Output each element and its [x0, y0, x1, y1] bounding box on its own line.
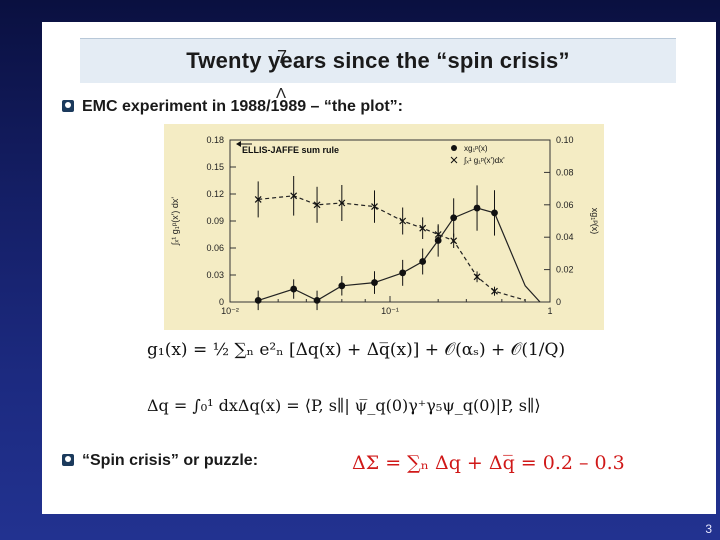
y-tick-label-right: 0 [556, 297, 561, 307]
y-tick-label-left: 0.09 [206, 216, 224, 226]
data-point-integral [290, 192, 298, 200]
fit-curve-integral [258, 195, 526, 301]
y-tick-label-left: 0 [219, 297, 224, 307]
bullet-icon [62, 454, 74, 466]
y-tick-label-left: 0.15 [206, 162, 224, 172]
y-tick-label-right: 0.04 [556, 232, 574, 242]
y-tick-label-left: 0.18 [206, 135, 224, 145]
data-point-xg1 [290, 285, 298, 293]
data-point-integral [473, 273, 481, 281]
annotation-arrowhead [236, 141, 241, 147]
ellis-jaffe-annotation: ELLIS-JAFFE sum rule [242, 145, 339, 155]
data-point-integral [338, 199, 346, 207]
slide: Twenty years since the “spin crisis” 7 Λ… [42, 22, 716, 514]
y-tick-label-left: 0.06 [206, 243, 224, 253]
data-point-integral [450, 237, 458, 245]
data-point-xg1 [399, 269, 407, 277]
x-tick-label: 10⁻¹ [381, 306, 399, 316]
formula-g1: g₁(x) = ½ ∑ₙ e²ₙ [Δq(x) + Δq̅(x)] + 𝒪(αₛ… [147, 340, 566, 360]
fit-curve-xg1 [258, 207, 541, 303]
y-tick-label-left: 0.12 [206, 189, 224, 199]
y-axis-label-right: xg₁ᵖ(x) [590, 208, 600, 234]
page-number: 3 [705, 522, 712, 536]
data-point-integral [399, 217, 407, 225]
emc-plot: 0 0.03 0.06 0.09 0.12 0.15 0.18 0 0.02 0.04 0.06 0.… [164, 124, 604, 330]
y-tick-label-right: 0.02 [556, 265, 574, 275]
handwritten-insert-caret: Λ [276, 85, 287, 102]
title-bar: Twenty years since the “spin crisis” 7 Λ [80, 38, 676, 102]
bullet-spin-crisis-text: “Spin crisis” or puzzle: [82, 452, 259, 469]
data-point-xg1 [473, 204, 481, 212]
bullet-icon [62, 100, 74, 112]
data-point-integral [254, 195, 262, 203]
data-point-integral [434, 231, 442, 238]
y-tick-label-right: 0.10 [556, 135, 574, 145]
bullet-spin-crisis: “Spin crisis” or puzzle: [62, 452, 258, 470]
bullet-emc: EMC experiment in 1988/1989 – “the plot”… [62, 98, 403, 116]
data-point-xg1 [338, 282, 346, 290]
legend-label-integral: ∫ₓ¹ g₁ᵖ(x')dx' [463, 156, 505, 165]
emc-plot-svg: 0 0.03 0.06 0.09 0.12 0.15 0.18 0 0.02 0.04 0.06 0.… [170, 135, 600, 316]
data-point-xg1 [450, 214, 458, 222]
data-point-xg1 [491, 209, 498, 217]
y-tick-label-left: 0.03 [206, 270, 224, 280]
y-tick-label-right: 0.08 [556, 167, 574, 177]
data-point-integral [491, 287, 498, 295]
y-axis-label-left: ∫ₓ¹ g₁ᵖ(x') dx' [170, 197, 180, 247]
data-point-xg1 [313, 296, 321, 304]
legend-marker-xg1 [451, 145, 457, 151]
x-tick-label: 10⁻² [221, 306, 239, 316]
data-point-integral [419, 224, 427, 232]
y-tick-label-right: 0.06 [556, 200, 574, 210]
legend-label-xg1: xg₁ᵖ(x) [464, 144, 488, 153]
data-point-integral [313, 201, 321, 209]
data-point-integral [371, 203, 378, 211]
data-point-xg1 [419, 258, 427, 265]
bullet-emc-text: EMC experiment in 1988/1989 – “the plot”… [82, 98, 403, 115]
formula-delta-q: Δq = ∫₀¹ dxΔq(x) = ⟨P, s∥| ψ̅_q(0)γ⁺γ₅ψ_… [147, 396, 541, 415]
handwritten-insert-number: 7 [277, 47, 288, 67]
formula-delta-sigma: ΔΣ = ∑ₙ Δq + Δq̅ = 0.2 – 0.3 [352, 452, 625, 474]
data-point-xg1 [371, 279, 378, 286]
data-point-xg1 [254, 296, 262, 304]
legend-marker-integral [450, 156, 458, 164]
slide-title: Twenty years since the “spin crisis” [186, 48, 570, 73]
x-tick-label: 1 [547, 306, 552, 316]
